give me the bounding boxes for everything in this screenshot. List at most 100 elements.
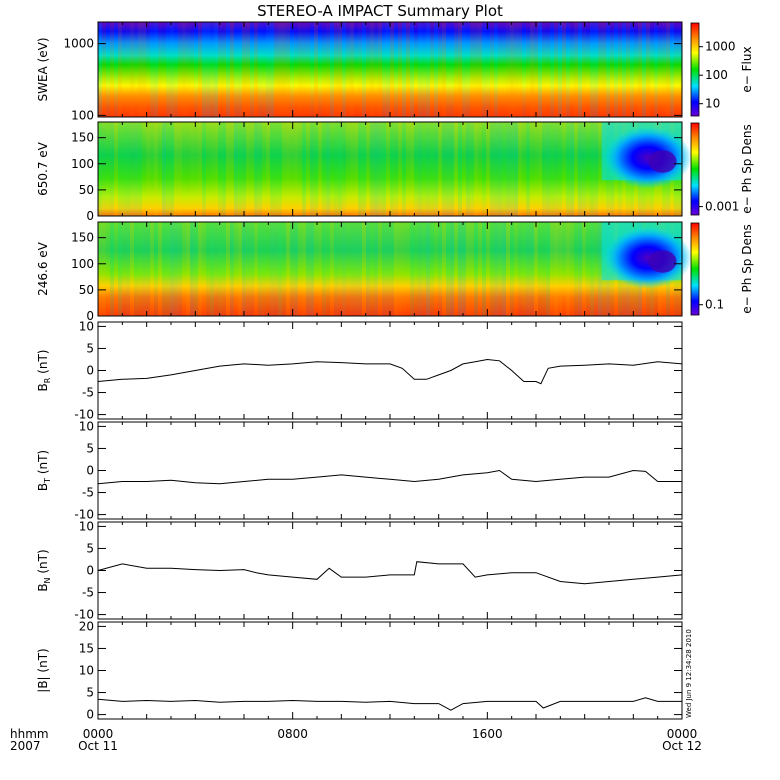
time-row-label: 2007: [10, 739, 41, 753]
heatmap-streak: [142, 22, 146, 117]
heatmap-streak: [194, 122, 198, 216]
time-date-label: Oct 11: [78, 739, 118, 753]
heatmap-streak: [130, 222, 134, 316]
heatmap-streak: [186, 122, 190, 216]
heatmap-streak: [622, 22, 626, 117]
heatmap-streak: [386, 22, 390, 117]
heatmap-streak: [466, 22, 470, 117]
heatmap-streak: [550, 22, 554, 117]
y-axis-label: BR (nT): [36, 350, 52, 392]
heatmap-streak: [598, 122, 602, 216]
heatmap-streak: [594, 222, 598, 316]
heatmap-streak: [310, 22, 314, 117]
heatmap-streak: [438, 22, 442, 117]
heatmap-streak: [610, 22, 614, 117]
heatmap-streak: [586, 22, 590, 117]
heatmap-streak: [394, 122, 398, 216]
heatmap-streak: [566, 122, 570, 216]
y-tick-label: 0: [86, 564, 94, 578]
y-tick-label: 10: [79, 519, 94, 533]
heatmap-streak: [326, 22, 330, 117]
y-tick-label: -5: [82, 386, 94, 400]
heatmap-streak: [114, 122, 118, 216]
colorbar: [690, 122, 700, 216]
heatmap-streak: [302, 122, 306, 216]
colorbar: [690, 22, 700, 117]
heatmap-streak: [230, 122, 234, 216]
heatmap-streak: [654, 22, 658, 117]
heatmap-streak: [494, 122, 498, 216]
series-line: [97, 358, 683, 385]
heatmap-streak: [206, 122, 210, 216]
heatmap-streak: [218, 122, 222, 216]
heatmap-streak: [558, 122, 562, 216]
heatmap-streak: [358, 122, 362, 216]
heatmap-streak: [374, 222, 378, 316]
heatmap-streak: [554, 22, 558, 117]
heatmap-streak: [554, 122, 558, 216]
heatmap-streak: [154, 222, 158, 316]
panel-frame: [97, 321, 683, 420]
heatmap-streak: [474, 22, 478, 117]
heatmap-streak: [446, 222, 450, 316]
heatmap-streak: [314, 22, 318, 117]
heatmap-streak: [194, 222, 198, 316]
y-tick-label: 50: [79, 183, 94, 197]
heatmap-streak: [366, 22, 370, 117]
y-tick-label: -10: [74, 508, 94, 522]
heatmap-streak: [110, 22, 114, 117]
heatmap-streak: [174, 222, 178, 316]
time-tick-label: 0000: [83, 727, 114, 741]
heatmap-streak: [310, 222, 314, 316]
heatmap-streak: [166, 22, 170, 117]
heatmap-streak: [262, 222, 266, 316]
heatmap-streak: [338, 222, 342, 316]
heatmap-streak: [570, 22, 574, 117]
heatmap-streak: [370, 22, 374, 117]
heatmap-streak: [502, 122, 506, 216]
heatmap-streak: [134, 122, 138, 216]
heatmap-streak: [562, 22, 566, 117]
heatmap-streak: [334, 222, 338, 316]
heatmap-streak: [182, 22, 186, 117]
heatmap-streak: [346, 222, 350, 316]
heatmap-streak: [350, 122, 354, 216]
y-tick-label: 5: [86, 441, 94, 455]
heatmap-streak: [182, 122, 186, 216]
heatmap-streak: [182, 222, 186, 316]
heatmap-streak: [174, 122, 178, 216]
heatmap-streak: [198, 122, 202, 216]
heatmap-streak: [206, 222, 210, 316]
heatmap-streak: [242, 122, 246, 216]
heatmap-streak: [290, 222, 294, 316]
heatmap-streak: [314, 122, 318, 216]
heatmap-streak: [330, 22, 334, 117]
heatmap-streak: [462, 122, 466, 216]
heatmap-streak: [386, 222, 390, 316]
time-date-label: Oct 12: [662, 739, 702, 753]
heatmap-streak: [454, 222, 458, 316]
heatmap-streak: [478, 22, 482, 117]
y-axis-label: 650.7 eV: [36, 141, 50, 196]
heatmap-streak: [666, 22, 670, 117]
heatmap-streak: [394, 22, 398, 117]
heatmap-streak: [178, 222, 182, 316]
heatmap-streak: [274, 122, 278, 216]
heatmap-streak: [342, 222, 346, 316]
heatmap-streak: [134, 222, 138, 316]
heatmap-streak: [394, 222, 398, 316]
heatmap-streak: [578, 22, 582, 117]
heatmap-streak: [250, 222, 254, 316]
heatmap-streak: [398, 122, 402, 216]
heatmap-streak: [446, 122, 450, 216]
colorbar-label: e− Flux: [740, 46, 754, 92]
heatmap-streak: [138, 22, 142, 117]
heatmap-streak: [286, 222, 290, 316]
heatmap-streak: [262, 22, 266, 117]
panel-frame: [97, 621, 683, 720]
heatmap-streak: [518, 22, 522, 117]
heatmap-streak: [298, 222, 302, 316]
heatmap-streak: [106, 22, 110, 117]
